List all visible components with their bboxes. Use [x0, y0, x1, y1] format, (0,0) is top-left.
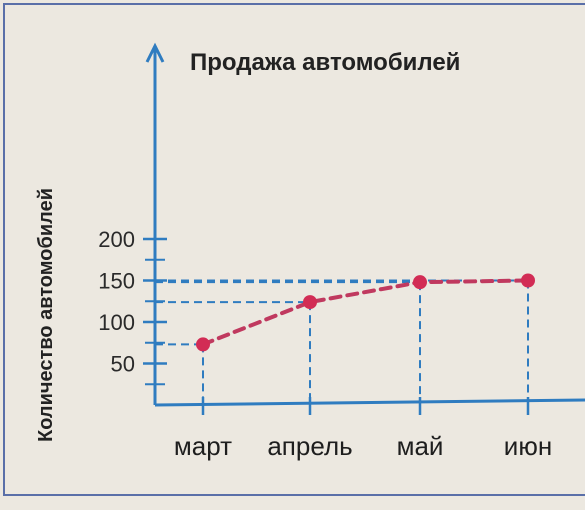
y-tick-label-50: 50 [111, 352, 135, 377]
y-tick-label-150: 150 [98, 269, 135, 294]
y-axis-arrow [145, 42, 165, 63]
chart-title: Продажа автомобилей [190, 49, 460, 76]
y-tick-label-100: 100 [98, 310, 135, 335]
data-point-май [413, 275, 427, 290]
data-point-апрель [303, 295, 317, 310]
x-tick-label-1: апрель [267, 431, 352, 461]
x-tick-label-2: май [397, 431, 444, 461]
y-ticks: 50 100 150 200 [98, 227, 167, 386]
y-axis-label: Количество автомобилей [35, 188, 57, 442]
y-tick-label-200: 200 [98, 227, 135, 252]
data-points [196, 273, 535, 352]
data-point-июн [521, 273, 535, 288]
x-tick-label-3: июн [504, 431, 552, 461]
series-line [201, 278, 530, 347]
axes [145, 42, 585, 415]
x-tick-labels: март апрель май июн [174, 431, 552, 461]
sales-line [201, 278, 530, 347]
x-axis-line [154, 398, 585, 407]
data-point-март [196, 337, 210, 352]
x-tick-label-0: март [174, 431, 232, 461]
guide-lines [155, 279, 529, 405]
chart-frame [3, 3, 585, 496]
